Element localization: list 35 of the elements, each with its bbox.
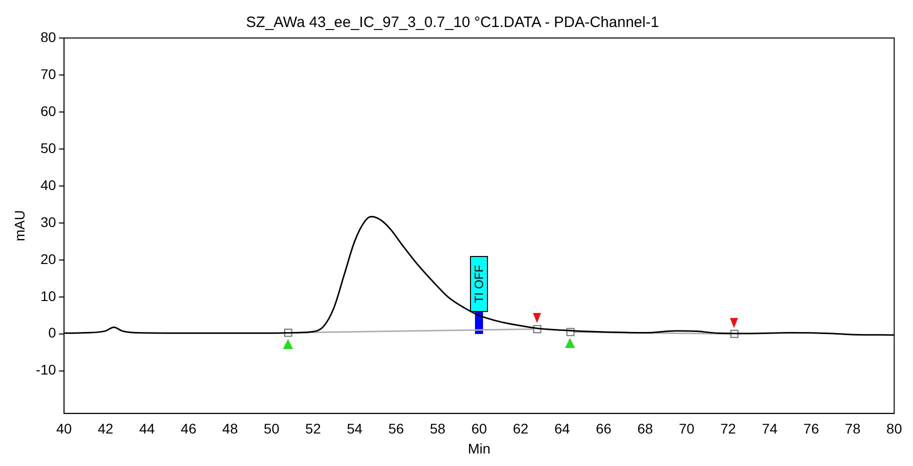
y-tick-label: 40 [40, 176, 56, 193]
y-tick-label: 0 [48, 324, 56, 341]
x-tick-label: 50 [264, 420, 280, 437]
y-tick-label: 50 [40, 140, 56, 156]
y-tick-label: 80 [40, 28, 56, 45]
chart-title: SZ_AWa 43_ee_IC_97_3_0.7_10 °C1.DATA - PDA-Channel-1 [246, 14, 659, 32]
y-axis-title: mAU [11, 210, 28, 242]
x-tick-label: 56 [388, 420, 404, 437]
x-tick-label: 52 [305, 420, 322, 437]
x-tick-label: 76 [803, 420, 820, 437]
x-tick-label: 80 [886, 420, 902, 437]
y-tick-label: 20 [40, 250, 56, 267]
y-tick-label: 70 [40, 66, 56, 82]
y-tick-label: 60 [40, 102, 56, 119]
x-tick-label: 48 [222, 420, 238, 437]
x-tick-label: 74 [762, 420, 778, 437]
x-tick-label: 78 [844, 420, 861, 437]
y-tick-label: -10 [36, 362, 56, 378]
x-tick-label: 58 [430, 420, 446, 437]
x-tick-label: 44 [139, 420, 156, 437]
y-tick-label: 30 [40, 214, 56, 230]
x-tick-label: 66 [596, 420, 612, 437]
x-axis-title: Min [468, 440, 490, 456]
x-tick-label: 46 [180, 420, 197, 437]
x-tick-label: 70 [678, 420, 695, 437]
x-tick-label: 60 [471, 420, 488, 437]
x-tick-label: 54 [346, 420, 363, 437]
x-tick-label: 72 [720, 420, 736, 437]
x-tick-label: 68 [637, 420, 654, 437]
x-tick-label: 40 [56, 420, 72, 437]
annotation: TI OFF [472, 264, 486, 303]
y-tick-label: 10 [40, 288, 56, 304]
x-tick-label: 64 [554, 420, 570, 437]
x-tick-label: 62 [512, 420, 529, 437]
x-tick-label: 42 [98, 420, 114, 437]
